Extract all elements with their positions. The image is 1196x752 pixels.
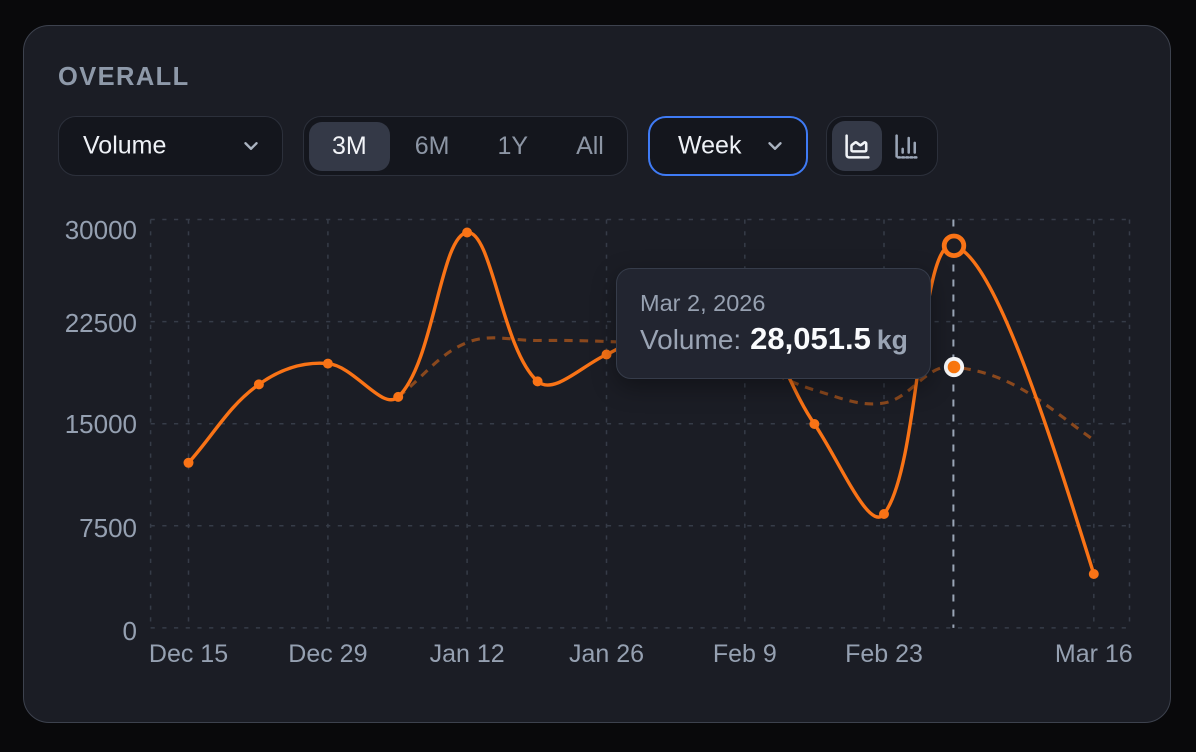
svg-text:7500: 7500 — [79, 513, 137, 543]
svg-text:30000: 30000 — [65, 215, 137, 245]
svg-text:15000: 15000 — [65, 409, 137, 439]
svg-text:Dec 15: Dec 15 — [149, 640, 228, 668]
svg-text:0: 0 — [123, 616, 137, 646]
svg-text:Mar 16: Mar 16 — [1055, 640, 1133, 668]
svg-text:Dec 29: Dec 29 — [288, 640, 367, 668]
svg-text:Feb 23: Feb 23 — [845, 640, 923, 668]
svg-text:Jan 26: Jan 26 — [569, 640, 644, 668]
svg-text:Jan 12: Jan 12 — [430, 640, 505, 668]
svg-text:22500: 22500 — [65, 308, 137, 338]
svg-text:Feb 9: Feb 9 — [713, 640, 777, 668]
